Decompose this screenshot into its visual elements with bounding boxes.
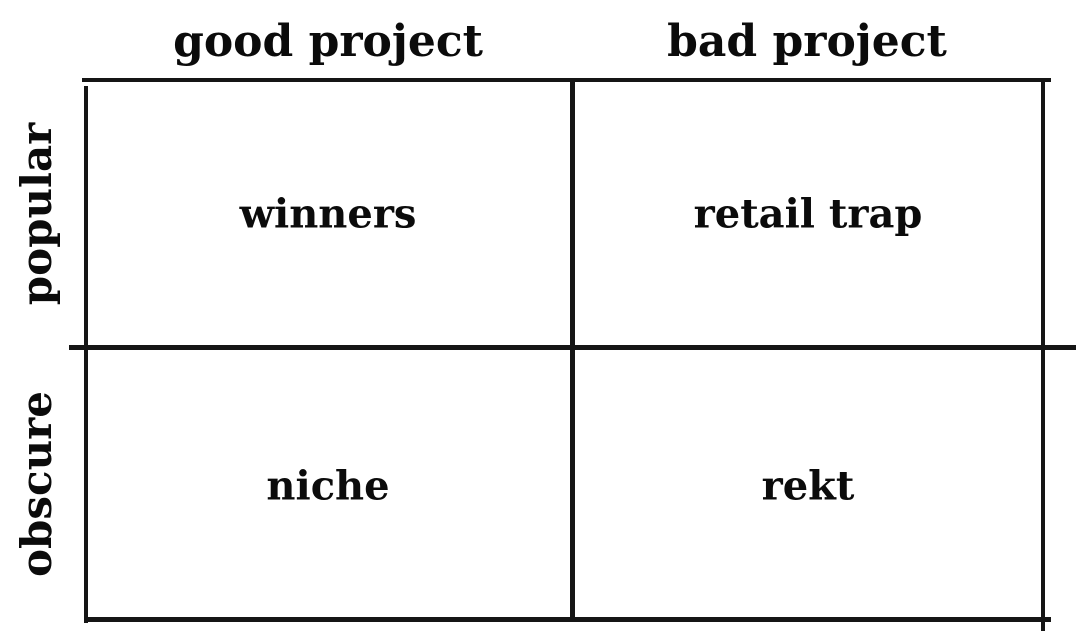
quadrant-label-retail-trap: retail trap xyxy=(693,190,923,238)
column-header-good-project: good project xyxy=(173,15,483,67)
grid-vertical-divider xyxy=(570,78,575,622)
grid-top-border xyxy=(82,78,1051,82)
quadrant-label-winners: winners xyxy=(239,190,417,238)
grid-right-border xyxy=(1041,78,1045,631)
column-header-bad-project: bad project xyxy=(667,15,947,67)
quadrant-label-niche: niche xyxy=(266,462,390,510)
grid-left-border xyxy=(84,86,88,623)
row-label-popular: popular xyxy=(11,122,61,306)
grid-bottom-border xyxy=(85,617,1051,622)
row-label-obscure: obscure xyxy=(11,391,61,577)
quadrant-label-rekt: rekt xyxy=(761,462,855,510)
